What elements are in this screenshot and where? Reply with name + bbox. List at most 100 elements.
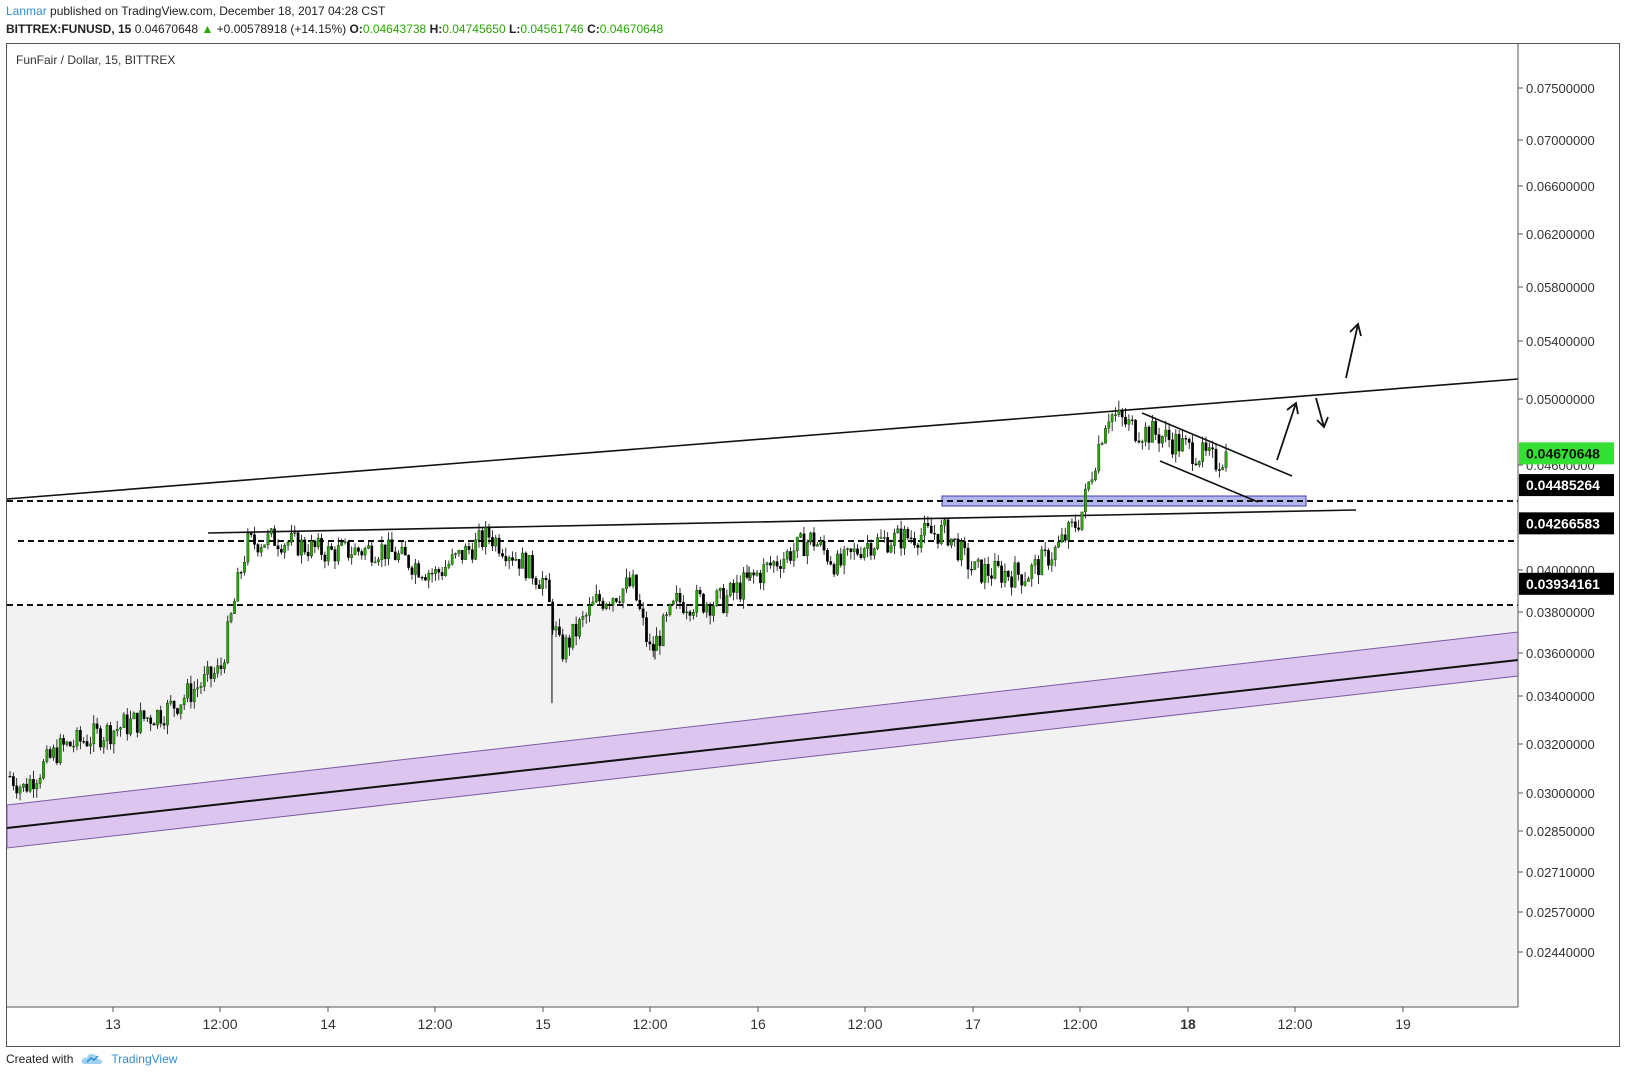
upper-trendline xyxy=(6,378,1519,500)
price-labels: 0.04670648 0.04485264 0.04266583 0.03934161 xyxy=(1519,442,1614,595)
symbol-label: BITTREX:FUNUSD, 15 xyxy=(6,22,132,36)
candle-body xyxy=(1070,521,1074,523)
x-tick-label: 17 xyxy=(965,1016,981,1032)
level-price-tag xyxy=(1519,572,1614,595)
price-axis[interactable]: 0.07500000 0.07000000 0.06600000 0.06200000… xyxy=(1518,81,1595,960)
candle-body xyxy=(1050,559,1054,566)
candle-body xyxy=(745,572,749,578)
candle-body xyxy=(618,601,622,603)
candle-body xyxy=(876,537,880,549)
candle-body xyxy=(403,546,407,556)
candle-body xyxy=(38,777,42,784)
change-value: +0.00578918 (+14.15%) xyxy=(216,22,347,36)
candle-body xyxy=(286,542,290,546)
candle-body xyxy=(206,666,209,675)
price-tag-label: 0.04266583 xyxy=(1526,515,1600,531)
candle-body xyxy=(963,541,967,549)
candle-body xyxy=(1137,440,1141,443)
candle-body xyxy=(1104,428,1107,444)
candle-body xyxy=(883,537,886,539)
candle-body xyxy=(524,552,528,579)
candle-body xyxy=(75,730,79,747)
candle-body xyxy=(1191,442,1194,464)
candle-body xyxy=(343,541,347,543)
y-tick-label: 0.02570000 xyxy=(1526,905,1595,920)
candle-body xyxy=(269,528,273,534)
y-tick-label: 0.03600000 xyxy=(1526,646,1595,661)
candle-body xyxy=(380,544,384,560)
candle-body xyxy=(638,599,642,609)
candle-body xyxy=(631,574,635,587)
candle-body xyxy=(1154,421,1158,435)
candle-body xyxy=(172,700,176,709)
candle-body xyxy=(400,546,404,554)
candle-body xyxy=(1197,461,1201,466)
time-axis[interactable]: 13 12:00 14 12:00 15 12:00 16 12:00 17 12:00 18 12:… xyxy=(105,1007,1411,1032)
candle-body xyxy=(1047,550,1050,566)
candle-body xyxy=(671,600,675,605)
candle-body xyxy=(253,534,256,545)
candle-body xyxy=(35,783,39,790)
arrow-up-large-icon xyxy=(1345,322,1362,379)
candle-body xyxy=(99,728,102,748)
candle-body xyxy=(769,562,772,566)
candle-body xyxy=(598,593,601,602)
candle-body xyxy=(970,568,973,571)
candle-body xyxy=(219,665,223,670)
candle-body xyxy=(728,583,732,596)
candle-body xyxy=(507,557,511,562)
channel-midline xyxy=(6,659,1519,829)
candle-body xyxy=(511,557,514,561)
candle-body xyxy=(259,547,263,553)
candle-body xyxy=(1067,522,1070,541)
candle-body xyxy=(22,783,25,788)
candle-body xyxy=(604,604,608,609)
candle-body xyxy=(514,559,518,561)
candle-body xyxy=(1124,416,1127,425)
tradingview-link[interactable]: TradingView xyxy=(111,1052,178,1066)
candle-body xyxy=(28,779,32,792)
candle-body xyxy=(1130,419,1134,421)
candle-body xyxy=(192,688,196,703)
candle-body xyxy=(521,552,524,569)
candle-body xyxy=(176,708,179,714)
published-text: published on TradingView.com, December 1… xyxy=(50,4,386,18)
candle-body xyxy=(846,548,849,550)
candle-body xyxy=(568,637,571,648)
candle-body xyxy=(1017,562,1020,575)
candle-body xyxy=(263,544,266,548)
candle-body xyxy=(397,553,400,561)
candle-body xyxy=(212,673,216,679)
candle-body xyxy=(718,587,722,592)
candle-body xyxy=(832,564,836,575)
candle-body xyxy=(852,548,856,552)
candle-body xyxy=(444,567,447,576)
candle-body xyxy=(571,623,575,648)
candle-body xyxy=(497,537,501,554)
x-tick-label: 12:00 xyxy=(632,1016,667,1032)
candle-body xyxy=(249,533,253,535)
chart-frame[interactable] xyxy=(6,43,1620,1047)
candle-body xyxy=(839,553,843,566)
candle-body xyxy=(601,600,605,609)
candle-body xyxy=(1201,442,1204,462)
close-label: C: xyxy=(587,22,600,36)
candle-body xyxy=(58,738,62,764)
author-link[interactable]: Lanmar xyxy=(6,4,47,18)
candle-body xyxy=(765,562,769,565)
y-tick-label: 0.02850000 xyxy=(1526,824,1595,839)
candle-body xyxy=(849,548,853,552)
candle-body xyxy=(950,538,953,546)
candle-body xyxy=(635,574,638,601)
candle-body xyxy=(906,528,910,539)
candle-body xyxy=(561,634,565,660)
candle-body xyxy=(1013,562,1017,588)
candle-body xyxy=(615,598,618,602)
candle-body xyxy=(1010,576,1014,588)
flag-lower-line xyxy=(1159,460,1259,503)
candle-body xyxy=(52,747,55,758)
candle-body xyxy=(658,635,662,646)
candle-body xyxy=(738,582,742,600)
candle-body xyxy=(1114,414,1117,416)
